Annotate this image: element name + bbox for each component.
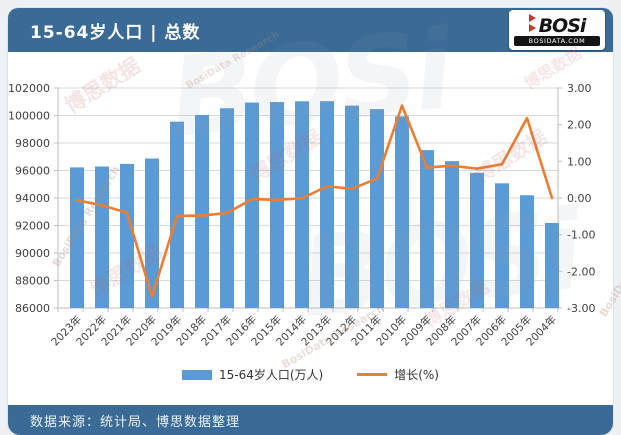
left-axis-label: 92000 [15,220,50,233]
left-axis-label: 96000 [15,165,50,178]
left-axis-label: 88000 [15,275,50,288]
bar-2014年 [295,101,309,308]
bar-2008年 [445,161,459,308]
bar-2018年 [195,114,209,308]
bar-2004年 [545,222,559,308]
legend-population-label: 15-64岁人口(万人) [218,368,324,382]
chart-legend: 15-64岁人口(万人) 增长(%) [8,366,613,383]
right-axis-label: -1.00 [567,229,595,242]
left-axis-label: 100000 [8,110,50,123]
legend-item-growth: 增长(%) [357,366,439,383]
right-axis-label: -2.00 [567,265,595,278]
logo-triangles-icon [528,13,536,33]
bosidata-logo: BOSi BOSIDATA.COM [509,10,605,50]
bar-2012年 [345,105,359,308]
right-axis-label: 3.00 [567,82,592,95]
bar-series-swatch [181,369,212,380]
right-axis-label: 2.00 [567,119,592,132]
footer-bar: 数据来源：统计局、博思数据整理 [8,405,613,435]
bar-2022年 [95,166,109,308]
left-axis-label: 90000 [15,247,50,260]
growth-line [75,104,554,298]
legend-growth-label: 增长(%) [394,368,439,382]
legend-item-population: 15-64岁人口(万人) [181,366,324,383]
bar-2017年 [220,108,234,308]
bar-2020年 [145,158,159,308]
left-axis-label: 102000 [8,82,50,95]
bar-2006年 [495,183,509,308]
bar-2011年 [370,109,384,308]
logo-subtext: BOSIDATA.COM [514,36,600,46]
bar-2010年 [395,116,409,308]
bar-2021年 [120,163,134,308]
population-chart: 86000 88000 90000 92000 94000 96000 98000 10000… [8,82,595,348]
chart-card: 15-64岁人口 | 总数 BOSi BOSIDATA.COM 86000 880… [8,8,613,435]
right-axis-label: 1.00 [567,155,592,168]
page-title: 15-64岁人口 | 总数 [30,22,201,43]
bar-2023年 [70,167,84,308]
right-axis-label: 0.00 [567,192,592,205]
logo-text: BOSi [538,15,587,37]
right-axis-label: -3.00 [567,302,595,315]
left-axis-label: 86000 [15,302,50,315]
header-bar: 15-64岁人口 | 总数 BOSi BOSIDATA.COM [8,8,613,52]
bar-2013年 [320,101,334,308]
bar-2009年 [420,150,434,308]
left-axis-label: 98000 [15,137,50,150]
line-series-swatch [357,373,388,376]
chart-zone: 86000 88000 90000 92000 94000 96000 98000 10000… [8,52,613,405]
bar-2015年 [270,102,284,308]
bar-2016年 [245,102,259,308]
bar-2007年 [470,172,484,308]
bar-2005年 [520,195,534,308]
data-source-note: 数据来源：统计局、博思数据整理 [30,414,241,430]
left-axis-label: 94000 [15,192,50,205]
